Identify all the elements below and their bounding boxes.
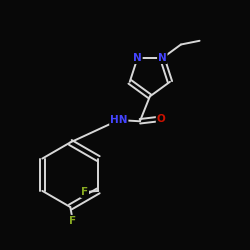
Text: N: N (158, 53, 167, 63)
Text: F: F (81, 187, 88, 197)
Text: HN: HN (110, 115, 128, 125)
Text: O: O (157, 114, 166, 124)
Text: F: F (69, 216, 76, 226)
Text: N: N (133, 53, 142, 63)
